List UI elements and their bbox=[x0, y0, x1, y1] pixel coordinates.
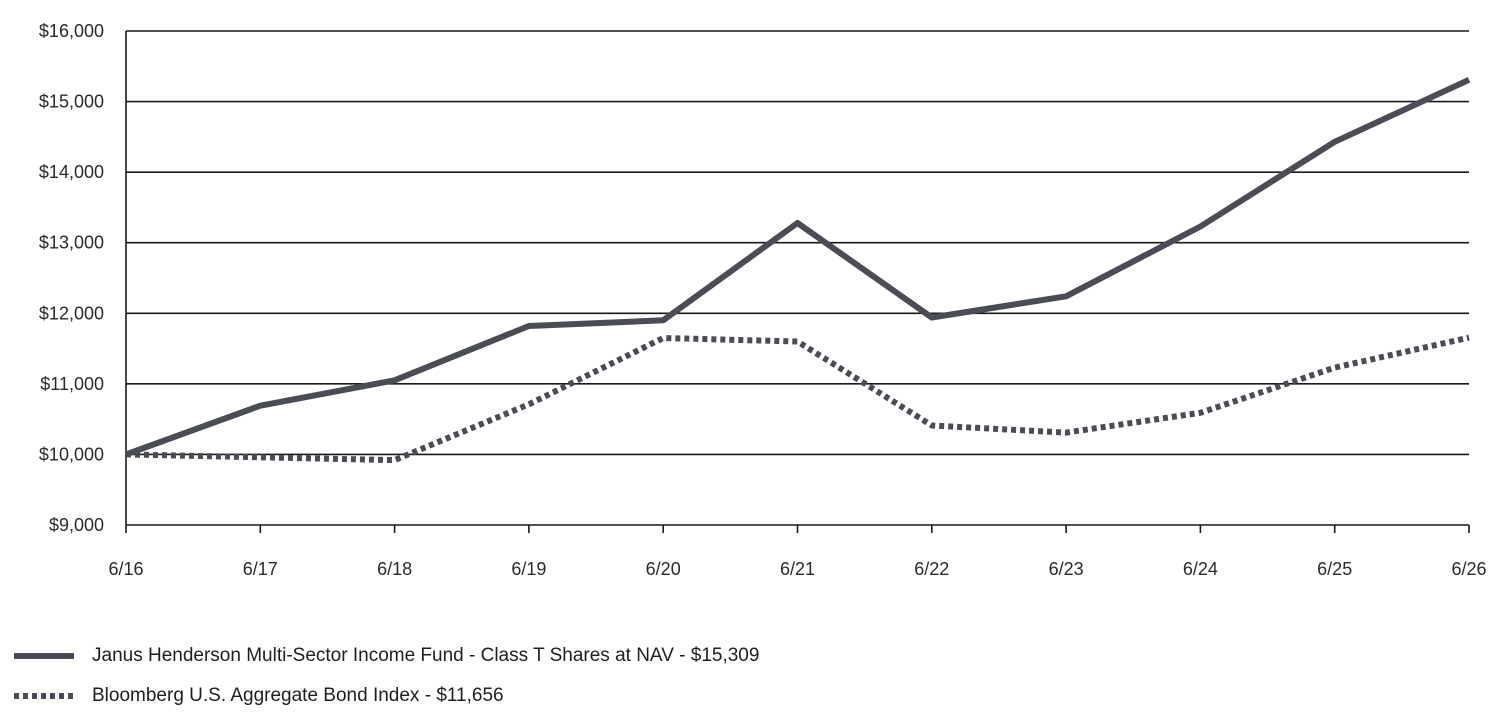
x-tick-label: 6/19 bbox=[511, 559, 546, 579]
axes bbox=[125, 31, 1470, 533]
y-tick-label: $14,000 bbox=[39, 162, 104, 182]
legend-label-index: Bloomberg U.S. Aggregate Bond Index - $1… bbox=[92, 685, 504, 706]
legend: Janus Henderson Multi-Sector Income Fund… bbox=[14, 636, 759, 716]
x-tick-label: 6/24 bbox=[1183, 559, 1218, 579]
y-tick-label: $11,000 bbox=[40, 374, 104, 394]
x-tick-label: 6/18 bbox=[377, 559, 412, 579]
series-line-fund bbox=[124, 77, 1471, 458]
gridlines bbox=[126, 30, 1469, 456]
legend-swatch-solid bbox=[14, 653, 74, 659]
series-lines bbox=[124, 77, 1471, 464]
x-axis-labels: 6/16 6/17 6/18 6/19 6/20 6/21 6/22 6/23 6/24 6/25… bbox=[108, 559, 1486, 579]
x-tick-label: 6/20 bbox=[646, 559, 681, 579]
x-tick-label: 6/22 bbox=[914, 559, 949, 579]
x-tick-label: 6/21 bbox=[780, 559, 815, 579]
legend-label-fund: Janus Henderson Multi-Sector Income Fund… bbox=[92, 645, 760, 666]
x-tick-label: 6/25 bbox=[1317, 559, 1352, 579]
y-tick-label: $12,000 bbox=[39, 303, 104, 323]
legend-swatch-dotted bbox=[14, 693, 74, 699]
x-tick-label: 6/26 bbox=[1451, 559, 1486, 579]
legend-item-fund: Janus Henderson Multi-Sector Income Fund… bbox=[14, 636, 759, 676]
x-tick-label: 6/17 bbox=[243, 559, 278, 579]
y-tick-label: $15,000 bbox=[39, 92, 104, 112]
y-tick-label: $9,000 bbox=[49, 515, 104, 535]
legend-item-index: Bloomberg U.S. Aggregate Bond Index - $1… bbox=[14, 676, 759, 716]
y-tick-label: $10,000 bbox=[39, 444, 104, 464]
y-axis-labels: $9,000 $10,000 $11,000 $12,000 $13,000 $14,00… bbox=[39, 21, 104, 535]
series-line-index bbox=[125, 334, 1470, 464]
line-chart: $9,000 $10,000 $11,000 $12,000 $13,000 $14,00… bbox=[39, 21, 1487, 579]
y-tick-label: $16,000 bbox=[39, 21, 104, 41]
x-tick-label: 6/23 bbox=[1049, 559, 1084, 579]
x-tick-label: 6/16 bbox=[108, 559, 143, 579]
y-tick-label: $13,000 bbox=[39, 233, 104, 253]
